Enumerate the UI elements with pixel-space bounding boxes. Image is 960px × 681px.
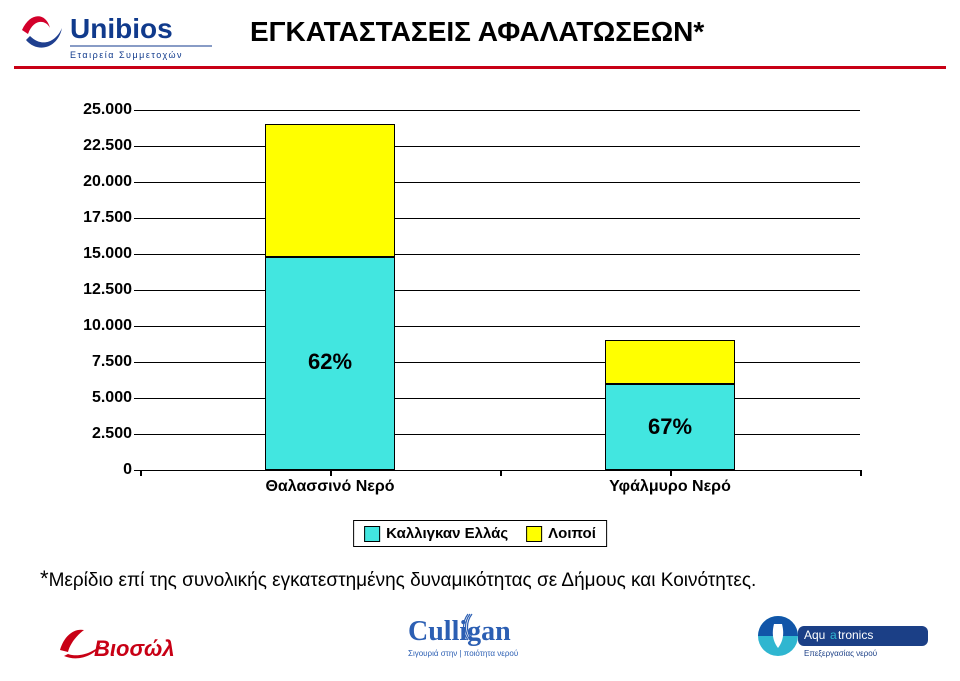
y-tick-mark <box>134 290 140 292</box>
legend-item: Λοιποί <box>526 525 596 542</box>
culligan-sub: Σιγουριά στην | ποιότητα νερού <box>408 649 518 658</box>
legend-swatch <box>364 526 380 542</box>
y-tick-mark <box>134 218 140 220</box>
y-tick-label: 20.000 <box>60 173 132 191</box>
y-tick-label: 7.500 <box>60 353 132 371</box>
bar-seg-secondary <box>265 124 395 256</box>
y-tick-mark <box>134 110 140 112</box>
y-tick-mark <box>134 146 140 148</box>
unibios-icon: Unibios Εταιρεία Συμμετοχών <box>16 6 216 64</box>
chart-plot: 02.5005.0007.50010.00012.50015.00017.500… <box>140 110 860 471</box>
legend-swatch <box>526 526 542 542</box>
y-tick-label: 25.000 <box>60 101 132 119</box>
bar-pct-label: 67% <box>648 414 692 440</box>
y-tick-mark <box>134 182 140 184</box>
header-rule <box>14 66 946 69</box>
y-tick-mark <box>134 326 140 328</box>
bar-group <box>265 110 395 470</box>
category-tick <box>860 470 862 476</box>
footnote-asterisk: * <box>40 566 49 591</box>
y-tick-label: 10.000 <box>60 317 132 335</box>
legend-item: Καλλιγκαν Ελλάς <box>364 525 508 542</box>
page-title: ΕΓΚΑΤΑΣΤΑΣΕΙΣ ΑΦΑΛΑΤΩΣΕΩΝ* <box>250 16 704 48</box>
logo-biosol: Βιοσώλ <box>54 616 194 671</box>
grid-line <box>140 362 860 363</box>
svg-text:a: a <box>830 628 837 642</box>
y-tick-label: 5.000 <box>60 389 132 407</box>
culligan-text: Culligan <box>408 616 511 647</box>
category-tick <box>140 470 142 476</box>
footnote: *Μερίδιο επί της συνολικής εγκατεστημένη… <box>40 566 756 592</box>
svg-text:tronics: tronics <box>838 628 873 642</box>
aquatronics-sub: Επεξεργασίας νερού <box>804 649 877 658</box>
logo-unibios: Unibios Εταιρεία Συμμετοχών <box>16 6 216 69</box>
grid-line <box>140 182 860 183</box>
grid-line <box>140 434 860 435</box>
category-label: Θαλασσινό Νερό <box>265 478 394 496</box>
legend-label: Λοιποί <box>548 525 596 542</box>
bar-seg-secondary <box>605 340 735 383</box>
footer-logos: Βιοσώλ Culligan Σιγουριά στην | ποιότητα… <box>0 617 960 671</box>
grid-line <box>140 218 860 219</box>
logo-subline: Εταιρεία Συμμετοχών <box>70 50 183 60</box>
y-tick-label: 2.500 <box>60 425 132 443</box>
y-tick-label: 0 <box>60 461 132 479</box>
header: Unibios Εταιρεία Συμμετοχών ΕΓΚΑΤΑΣΤΑΣΕΙ… <box>0 6 960 66</box>
legend-label: Καλλιγκαν Ελλάς <box>386 525 508 542</box>
grid-line <box>140 326 860 327</box>
grid-line <box>140 290 860 291</box>
footnote-text: Μερίδιο επί της συνολικής εγκατεστημένης… <box>49 570 757 591</box>
y-tick-mark <box>134 398 140 400</box>
y-tick-label: 22.500 <box>60 137 132 155</box>
category-tick <box>330 470 332 476</box>
svg-text:Aqu: Aqu <box>804 628 825 642</box>
grid-line <box>140 398 860 399</box>
y-tick-mark <box>134 254 140 256</box>
logo-aquatronics: Aqu a tronics Επεξεργασίας νερού <box>752 610 932 671</box>
category-tick <box>670 470 672 476</box>
chart: 0 2.500 5.000 7.500 10.000 12.500 15.000 17.500… <box>60 110 900 510</box>
biosol-text: Βιοσώλ <box>94 636 175 661</box>
category-tick <box>500 470 502 476</box>
grid-line <box>140 146 860 147</box>
grid-line <box>140 110 860 111</box>
category-label: Υφάλμυρο Νερό <box>609 478 731 496</box>
grid-line <box>140 254 860 255</box>
bar-pct-label: 62% <box>308 349 352 375</box>
y-tick-label: 15.000 <box>60 245 132 263</box>
y-tick-mark <box>134 434 140 436</box>
y-tick-label: 17.500 <box>60 209 132 227</box>
logo-culligan: Culligan Σιγουριά στην | ποιότητα νερού <box>408 612 578 671</box>
logo-text: Unibios <box>70 13 173 44</box>
y-tick-mark <box>134 362 140 364</box>
chart-legend: Καλλιγκαν Ελλάς Λοιποί <box>353 520 607 547</box>
y-tick-label: 12.500 <box>60 281 132 299</box>
